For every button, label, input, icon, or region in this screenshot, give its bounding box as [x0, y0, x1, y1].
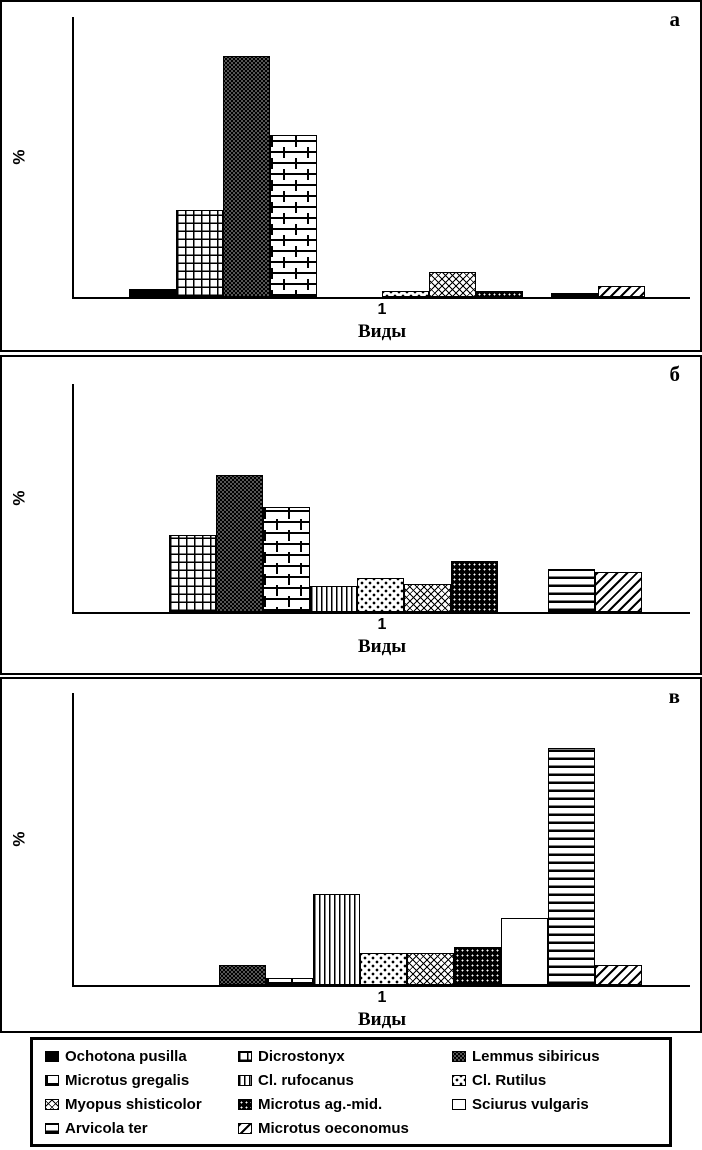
legend-item: Cl. rufocanus [238, 1070, 452, 1090]
legend-item: Myopus shisticolor [45, 1094, 238, 1114]
bar-ochotona-pusilla [129, 288, 176, 297]
bar-microtus-oeconomus [595, 964, 642, 985]
bar-dicrostonyx [169, 535, 216, 612]
bar-microtus-gregalis [270, 134, 317, 297]
legend-swatch-solid [45, 1050, 59, 1062]
legend-label: Dicrostonyx [258, 1047, 345, 1065]
legend-swatch-white [452, 1098, 466, 1110]
bar-lemmus-sibiricus [219, 964, 266, 985]
bar-lemmus-sibiricus [216, 475, 263, 612]
bar-microtus-oeconomus [598, 285, 645, 297]
legend-label: Ochotona pusilla [65, 1047, 187, 1065]
legend: Ochotona pusilla Dicrostonyx Lemmus sibiri… [30, 1037, 672, 1147]
bar-arvicola-ter [548, 748, 595, 985]
x-axis-title: Виды [357, 1009, 407, 1030]
bar-microtus-oeconomus [595, 572, 642, 612]
y-axis-title: % [9, 149, 29, 165]
bar-myopus-shisticolor [404, 583, 451, 612]
legend-label: Lemmus sibiricus [472, 1047, 600, 1065]
legend-swatch-brick [45, 1074, 59, 1086]
legend-label: Arvicola ter [65, 1119, 148, 1137]
legend-item: Ochotona pusilla [45, 1046, 238, 1066]
bar-microtus-ag-mid- [476, 291, 523, 297]
legend-item: Arvicola ter [45, 1118, 238, 1138]
bar-cl-rufocanus [310, 586, 357, 612]
legend-label: Microtus ag.-mid. [258, 1095, 383, 1113]
y-axis-title: % [9, 831, 29, 847]
panel-letter: б [669, 362, 681, 386]
legend-item: Cl. Rutilus [452, 1070, 669, 1090]
legend-label: Microtus gregalis [65, 1071, 190, 1089]
chart-panel-a: а % 01020304050 1 Виды [0, 0, 702, 352]
x-tick-label: 1 [377, 301, 387, 318]
legend-item: Microtus oeconomus [238, 1118, 452, 1138]
legend-item: Lemmus sibiricus [452, 1046, 669, 1066]
bars [74, 17, 690, 297]
legend-swatch-hlines [45, 1122, 59, 1134]
legend-swatch-dense [452, 1050, 466, 1062]
bars [74, 693, 690, 985]
bar-microtus-gregalis [263, 506, 310, 612]
panel-letter: в [668, 684, 680, 708]
legend-item: Microtus ag.-mid. [238, 1094, 452, 1114]
plot-area: % 01020304050 1 Виды [10, 17, 690, 342]
legend-label: Cl. Rutilus [472, 1071, 547, 1089]
legend-item: Dicrostonyx [238, 1046, 452, 1066]
bar-myopus-shisticolor [429, 271, 476, 297]
legend-label: Cl. rufocanus [258, 1071, 354, 1089]
x-tick-label: 1 [377, 616, 387, 633]
legend-swatch-vlines [238, 1074, 252, 1086]
legend-item: Microtus gregalis [45, 1070, 238, 1090]
legend-swatch-dots [452, 1074, 466, 1086]
bar-microtus-gregalis [266, 978, 313, 985]
bar-cl-rutilus [360, 952, 407, 985]
legend-item: Sciurus vulgaris [452, 1094, 669, 1114]
bar-arvicola-ter [548, 569, 595, 612]
bar-sciurus-vulgaris [501, 917, 548, 985]
bar-cl-rutilus [382, 291, 429, 297]
panel-letter: а [669, 7, 681, 31]
bar-cl-rufocanus [313, 894, 360, 985]
chart-panel-v: в % 01020304050 1 Виды [0, 677, 702, 1033]
legend-swatch-darkdots [238, 1098, 252, 1110]
bar-microtus-ag-mid- [451, 560, 498, 612]
chart-panel-b: б % 010203040 1 Виды [0, 355, 702, 675]
bar-cl-rutilus [357, 577, 404, 612]
bars [74, 384, 690, 612]
legend-swatch-crosshatch [45, 1098, 59, 1110]
legend-swatch-diag [238, 1122, 252, 1134]
legend-label: Microtus oeconomus [258, 1119, 409, 1137]
legend-label: Sciurus vulgaris [472, 1095, 589, 1113]
bar-myopus-shisticolor [407, 952, 454, 985]
plot-area: % 01020304050 1 Виды [10, 693, 690, 1030]
bar-dicrostonyx [176, 210, 223, 297]
bar-microtus-ag-mid- [454, 947, 501, 985]
legend-label: Myopus shisticolor [65, 1095, 202, 1113]
legend-grid: Ochotona pusilla Dicrostonyx Lemmus sibiri… [33, 1042, 669, 1142]
x-axis-title: Виды [357, 321, 407, 342]
bar-arvicola-ter [551, 292, 598, 297]
bar-lemmus-sibiricus [223, 56, 270, 297]
plot-area: % 010203040 1 Виды [10, 384, 690, 657]
x-tick-label: 1 [377, 989, 387, 1006]
y-axis-title: % [9, 490, 29, 506]
x-axis-title: Виды [357, 636, 407, 657]
legend-swatch-grid [238, 1050, 252, 1062]
